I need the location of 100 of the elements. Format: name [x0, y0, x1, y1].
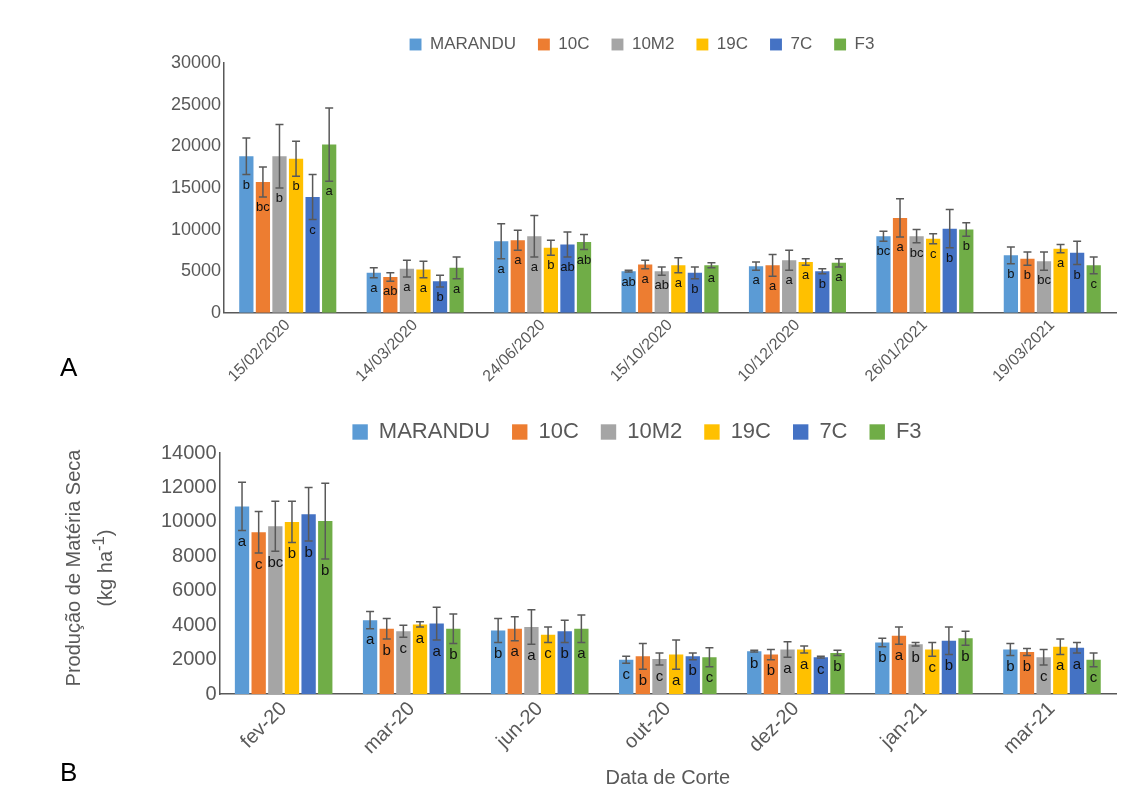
bar: [543, 247, 559, 313]
data-label: bc: [1037, 272, 1052, 288]
data-label: c: [622, 664, 631, 682]
bar: [449, 267, 464, 313]
bar: [1036, 657, 1051, 695]
data-label: a: [497, 260, 506, 276]
data-label: b: [944, 656, 954, 674]
data-label: bc: [267, 552, 284, 570]
bar: [892, 217, 908, 313]
data-label: c: [655, 666, 664, 684]
bar: [510, 240, 525, 313]
data-label: a: [894, 645, 904, 663]
bar: [305, 197, 320, 313]
data-label: a: [671, 670, 681, 688]
data-label: c: [309, 221, 317, 237]
legend-label: 19C: [730, 418, 772, 444]
bar: [780, 649, 795, 695]
text: A: [60, 352, 78, 383]
data-label: b: [818, 275, 826, 291]
data-label: a: [768, 278, 777, 294]
data-label: a: [514, 252, 523, 268]
y-tick-label: 0: [205, 681, 217, 704]
legend-label: 10M2: [627, 418, 683, 444]
text: B: [60, 757, 78, 788]
data-label: a: [415, 628, 425, 646]
data-label: bc: [909, 244, 924, 260]
data-label: a: [370, 279, 379, 295]
bar: [942, 228, 957, 313]
bar: [540, 634, 556, 695]
bar: [362, 620, 378, 695]
data-label: a: [641, 270, 650, 286]
y-tick-label: 14000: [160, 440, 217, 463]
y-tick-label: 12000: [160, 474, 217, 497]
data-label: a: [577, 644, 587, 662]
bar: [527, 236, 542, 313]
y-tick-label: 8000: [172, 543, 217, 566]
bar: [958, 638, 973, 695]
data-label: c: [1090, 275, 1098, 291]
data-label: b: [961, 646, 970, 664]
data-label: a: [432, 641, 442, 659]
data-label: b: [691, 280, 699, 296]
data-label: a: [365, 630, 375, 648]
bar: [652, 658, 667, 695]
data-label: bc: [256, 199, 271, 215]
data-label: b: [547, 257, 555, 273]
data-label: b: [688, 661, 697, 679]
bar: [239, 156, 254, 313]
bar: [702, 657, 717, 695]
data-label: b: [638, 670, 648, 688]
bar: [412, 624, 428, 695]
data-label: c: [1089, 668, 1098, 686]
data-label: bc: [876, 243, 891, 259]
bar: [494, 241, 509, 313]
data-label: a: [896, 239, 905, 255]
data-label: a: [527, 645, 537, 663]
y-tick-label: 0: [211, 301, 222, 322]
data-label: a: [403, 279, 412, 295]
data-label: c: [705, 668, 714, 686]
y-tick-label: 10000: [160, 509, 217, 532]
data-label: b: [287, 544, 297, 562]
bar: [557, 631, 572, 695]
data-label: c: [254, 554, 263, 572]
data-label: b: [878, 648, 887, 666]
data-label: b: [304, 542, 313, 560]
data-label: a: [785, 272, 794, 288]
data-label: b: [449, 645, 458, 663]
y-tick-label: 20000: [170, 135, 222, 156]
bar: [1003, 255, 1018, 313]
y-tick-label: 5000: [181, 260, 222, 281]
legend-label: MARANDU: [429, 34, 516, 54]
data-label: c: [544, 644, 553, 662]
data-label: b: [242, 176, 250, 192]
data-label: b: [750, 653, 759, 671]
bar: [876, 236, 891, 313]
bar: [284, 521, 300, 695]
data-label: c: [817, 659, 826, 677]
legend-label: 10C: [558, 34, 590, 54]
data-label: ab: [383, 283, 398, 299]
data-label: b: [436, 289, 444, 305]
bar: [318, 521, 333, 695]
data-label: a: [419, 279, 428, 295]
legend-label: F3: [854, 34, 875, 54]
bar: [301, 514, 316, 695]
data-label: c: [1039, 666, 1048, 684]
bar: [234, 506, 250, 695]
bar: [1020, 258, 1035, 313]
data-label: ab: [621, 274, 636, 290]
bar: [1086, 659, 1101, 695]
bar: [1003, 649, 1018, 695]
legend-label: 10M2: [631, 34, 675, 54]
x-axis-title: Data de Corte: [605, 765, 731, 788]
data-label: a: [1056, 656, 1066, 674]
data-label: b: [1023, 267, 1032, 283]
data-label: b: [1006, 657, 1015, 675]
bar: [574, 628, 589, 695]
legend-label: 7C: [790, 34, 813, 54]
bar: [909, 236, 924, 313]
data-label: c: [928, 657, 937, 675]
data-label: ab: [560, 259, 575, 275]
bar: [798, 262, 813, 313]
